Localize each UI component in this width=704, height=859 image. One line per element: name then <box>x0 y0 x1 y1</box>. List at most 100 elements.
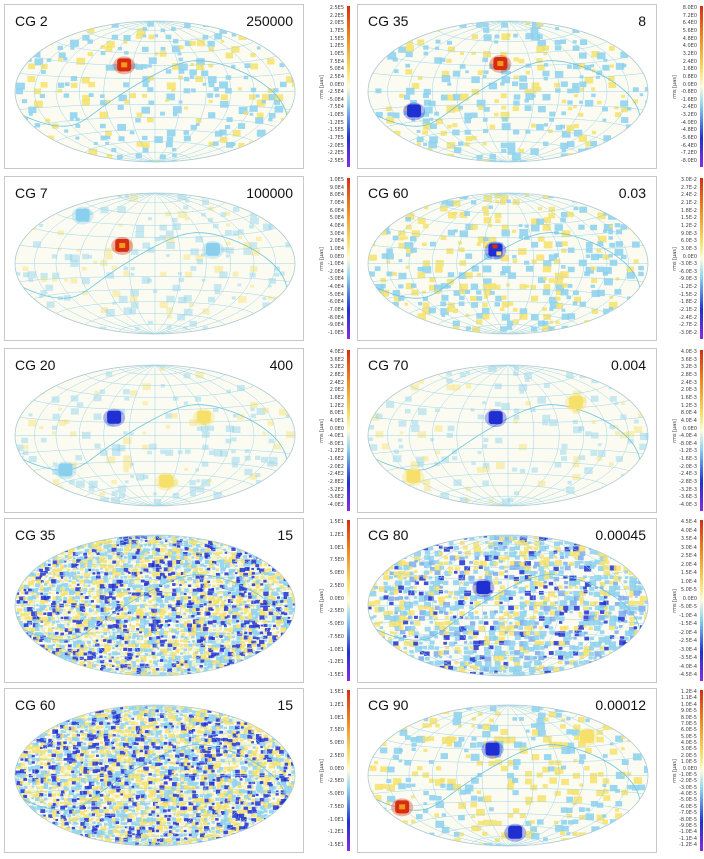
map-pixel <box>184 615 190 620</box>
map-pixel <box>573 290 579 296</box>
map-pixel <box>603 212 608 216</box>
map-pixel <box>96 675 101 676</box>
map-pixel <box>471 265 479 272</box>
map-pixel <box>538 550 542 554</box>
map-pixel <box>387 52 397 60</box>
map-pixel <box>268 639 273 643</box>
map-pixel <box>621 117 629 123</box>
map-pixel <box>19 668 23 672</box>
map-pixel <box>424 561 432 568</box>
map-pixel <box>44 655 50 660</box>
map-pixel <box>59 639 65 644</box>
map-pixel <box>112 588 116 592</box>
map-pixel <box>260 576 265 580</box>
map-pixel <box>79 656 84 661</box>
map-pixel <box>191 615 195 618</box>
map-pixel <box>160 608 167 614</box>
map-pixel <box>132 547 139 552</box>
map-pixel <box>423 581 429 586</box>
map-pixel <box>151 636 158 642</box>
map-pixel <box>84 635 89 639</box>
map-pixel <box>187 668 191 672</box>
map-pixel <box>23 627 29 632</box>
map-pixel <box>64 652 71 657</box>
map-pixel <box>525 284 530 288</box>
map-pixel <box>219 632 225 637</box>
map-pixel <box>287 660 291 663</box>
map-pixel <box>579 81 587 88</box>
map-pixel <box>16 616 22 620</box>
map-pixel <box>566 124 575 131</box>
map-pixel <box>75 28 80 32</box>
map-pixel <box>645 301 648 307</box>
map-pixel <box>63 616 70 621</box>
map-pixel <box>40 290 47 295</box>
map-pixel <box>638 413 643 418</box>
map-pixel <box>123 266 129 271</box>
map-pixel <box>100 635 104 638</box>
map-pixel <box>199 559 203 562</box>
map-pixel <box>398 259 403 263</box>
color-bar-tick-label: 0.0E0 <box>329 81 344 88</box>
map-pixel <box>203 623 207 627</box>
map-pixel <box>180 671 185 675</box>
map-pixel <box>175 579 180 583</box>
map-pixel <box>603 308 610 314</box>
map-pixel <box>111 676 116 680</box>
map-pixel <box>144 583 148 587</box>
map-pixel <box>64 536 71 541</box>
map-pixel <box>208 563 215 568</box>
map-pixel <box>70 117 74 121</box>
map-pixel <box>15 584 20 588</box>
map-pixel <box>15 555 21 560</box>
map-pixel <box>80 616 85 621</box>
map-pixel <box>256 559 262 565</box>
map-pixel <box>465 253 473 259</box>
map-pixel <box>232 130 241 137</box>
map-pixel <box>105 45 113 52</box>
map-pixel <box>166 295 175 303</box>
map-pixel <box>140 564 147 569</box>
parallel-line <box>84 374 226 386</box>
map-pixel <box>255 599 260 604</box>
map-pixel <box>216 624 221 628</box>
map-pixel <box>165 69 172 74</box>
map-pixel <box>135 580 141 585</box>
map-pixel <box>131 619 134 622</box>
map-pixel <box>142 444 149 450</box>
map-pixel <box>147 559 151 563</box>
map-pixel <box>394 575 398 578</box>
map-pixel <box>398 46 407 53</box>
map-pixel <box>68 596 75 601</box>
map-pixel <box>75 480 85 488</box>
map-pixel <box>238 296 247 303</box>
map-pixel <box>469 536 475 541</box>
map-pixel <box>271 540 276 544</box>
map-pixel <box>192 571 198 576</box>
map-pixel <box>259 672 262 675</box>
map-pixel <box>215 639 221 643</box>
map-pixel <box>284 567 288 571</box>
map-pixel <box>180 647 184 650</box>
map-pixel <box>36 544 40 547</box>
map-pixel <box>68 608 73 612</box>
map-pixel <box>226 141 234 148</box>
map-pixel <box>548 581 554 586</box>
map-pixel <box>276 668 281 672</box>
map-pixel <box>119 632 126 637</box>
map-pixel <box>36 619 40 623</box>
map-pixel <box>199 664 203 668</box>
map-pixel <box>72 627 77 632</box>
map-pixel <box>187 627 194 633</box>
map-pixel <box>235 583 241 588</box>
map-pixel <box>375 147 381 152</box>
map-pixel <box>500 307 505 312</box>
map-pixel <box>47 619 52 622</box>
map-pixel <box>255 539 260 543</box>
map-pixel <box>247 643 252 648</box>
map-pixel <box>458 301 465 307</box>
map-pixel <box>207 544 214 550</box>
sky-map <box>367 364 649 507</box>
map-pixel <box>124 599 130 604</box>
map-pixel <box>500 69 507 75</box>
